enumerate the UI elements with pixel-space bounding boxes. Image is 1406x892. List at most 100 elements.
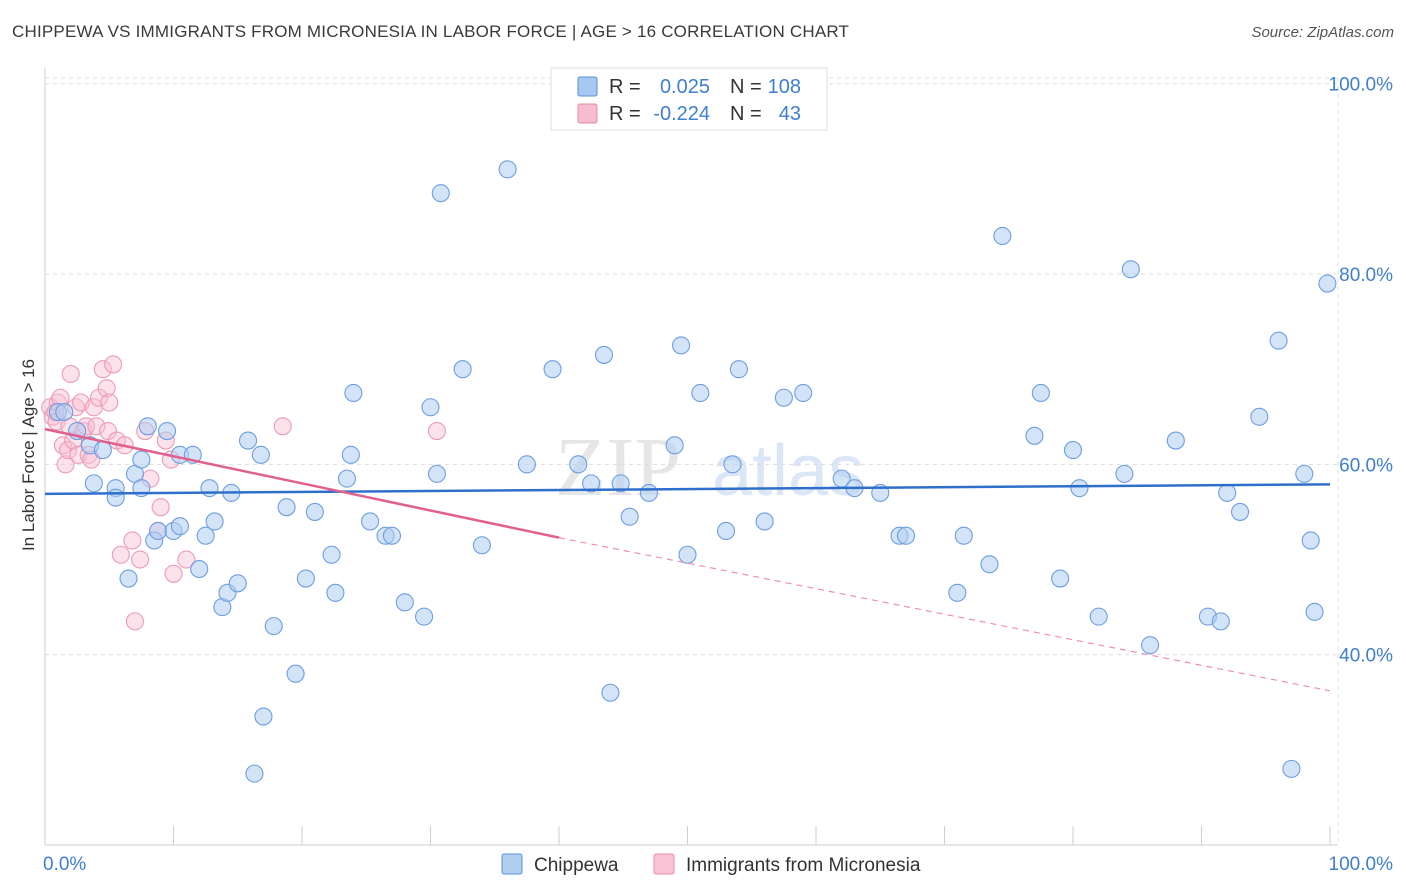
- point-chippewa: [190, 559, 209, 579]
- point-chippewa: [138, 417, 157, 436]
- axes: [44, 68, 1338, 846]
- bottom-legend-swatch-micronesia: [653, 853, 675, 875]
- point-micronesia: [97, 379, 116, 398]
- point-chippewa: [980, 555, 999, 574]
- point-micronesia: [164, 564, 183, 583]
- source-credit: Source: ZipAtlas.com: [1251, 24, 1394, 41]
- y-tick-label: 100.0%: [1329, 75, 1394, 96]
- bottom-legend-swatch-chippewa: [501, 853, 523, 875]
- legend-n-label-1: N =: [730, 76, 762, 98]
- point-chippewa: [149, 521, 168, 541]
- point-chippewa: [1051, 569, 1070, 588]
- point-chippewa: [723, 455, 742, 474]
- point-chippewa: [1295, 464, 1314, 483]
- point-chippewa: [498, 160, 517, 179]
- point-chippewa: [170, 517, 189, 536]
- point-chippewa: [1025, 426, 1044, 445]
- point-chippewa: [517, 455, 536, 474]
- y-tick-label: 80.0%: [1339, 265, 1393, 286]
- point-chippewa: [1250, 407, 1269, 426]
- point-chippewa: [415, 607, 434, 626]
- point-chippewa: [421, 398, 440, 417]
- point-chippewa: [395, 593, 414, 612]
- point-chippewa: [611, 474, 630, 493]
- y-axis-label: In Labor Force | Age > 16: [19, 359, 38, 551]
- point-chippewa: [794, 383, 813, 403]
- point-chippewa: [1070, 479, 1089, 498]
- point-chippewa: [84, 474, 103, 493]
- point-micronesia: [111, 545, 130, 564]
- point-micronesia: [177, 550, 196, 569]
- point-chippewa: [427, 464, 446, 483]
- point-micronesia: [56, 455, 75, 474]
- point-chippewa: [1063, 441, 1083, 460]
- x-tick-label-min: 0.0%: [43, 854, 86, 875]
- point-micronesia: [59, 441, 78, 460]
- y-tick-label: 40.0%: [1339, 646, 1393, 667]
- point-chippewa: [119, 569, 138, 588]
- point-chippewa: [382, 526, 402, 545]
- point-micronesia: [93, 360, 112, 379]
- point-chippewa: [158, 421, 177, 441]
- point-chippewa: [543, 360, 562, 379]
- point-chippewa: [993, 226, 1012, 246]
- point-micronesia: [151, 498, 170, 517]
- grid-lines: [45, 77, 1339, 845]
- point-chippewa: [286, 664, 305, 683]
- bottom-legend: Chippewa Immigrants from Micronesia: [501, 853, 921, 876]
- point-chippewa: [594, 345, 614, 364]
- point-chippewa: [55, 402, 74, 422]
- legend-n-label-2: N =: [730, 103, 762, 125]
- point-chippewa: [341, 445, 360, 464]
- point-chippewa: [601, 683, 620, 702]
- point-chippewa: [93, 441, 112, 460]
- point-micronesia: [273, 417, 292, 436]
- point-chippewa: [305, 502, 324, 521]
- point-micronesia: [87, 417, 106, 436]
- bottom-legend-micronesia: Immigrants from Micronesia: [686, 855, 921, 876]
- point-chippewa: [238, 431, 258, 450]
- point-micronesia: [131, 550, 150, 569]
- point-chippewa: [337, 469, 357, 488]
- legend-r-label-2: R =: [609, 103, 641, 125]
- y-tick-label: 60.0%: [1339, 455, 1393, 476]
- legend-n-value-2: 43: [779, 103, 801, 125]
- point-chippewa: [691, 383, 710, 403]
- point-chippewa: [431, 184, 450, 203]
- point-chippewa: [954, 526, 973, 545]
- point-chippewa: [716, 521, 736, 541]
- point-chippewa: [106, 488, 125, 507]
- legend-r-label-1: R =: [609, 76, 641, 98]
- point-chippewa: [1301, 531, 1320, 550]
- trend-lines: [44, 427, 1331, 692]
- point-chippewa: [344, 383, 363, 403]
- point-chippewa: [245, 764, 264, 783]
- legend-r-value-2: -0.224: [653, 103, 710, 125]
- point-chippewa: [665, 436, 684, 455]
- point-chippewa: [361, 512, 380, 531]
- point-chippewa: [1282, 759, 1301, 778]
- point-chippewa: [729, 360, 748, 379]
- point-chippewa: [948, 583, 967, 602]
- point-chippewa: [620, 507, 639, 526]
- point-chippewa: [1269, 331, 1288, 350]
- point-chippewa: [1121, 260, 1140, 279]
- point-chippewa: [472, 536, 491, 555]
- point-chippewa: [1305, 602, 1324, 621]
- point-chippewa: [205, 512, 224, 531]
- point-chippewa: [1089, 607, 1108, 626]
- tick-labels: 40.0% 60.0% 80.0% 100.0% 0.0% 100.0%: [43, 75, 1393, 875]
- legend-box: R = 0.025 N = 108 R = -0.224 N = 43: [550, 67, 828, 131]
- point-chippewa: [896, 526, 916, 545]
- point-chippewa: [196, 526, 215, 545]
- point-chippewa: [322, 545, 341, 564]
- trend-line-micronesia: [44, 427, 560, 539]
- point-chippewa: [251, 445, 270, 464]
- legend-n-value-1: 108: [768, 76, 801, 98]
- point-chippewa: [228, 574, 247, 593]
- point-chippewa: [774, 388, 793, 407]
- point-chippewa: [200, 479, 219, 498]
- point-micronesia: [123, 531, 142, 550]
- point-chippewa: [672, 336, 691, 355]
- point-chippewa: [639, 483, 659, 502]
